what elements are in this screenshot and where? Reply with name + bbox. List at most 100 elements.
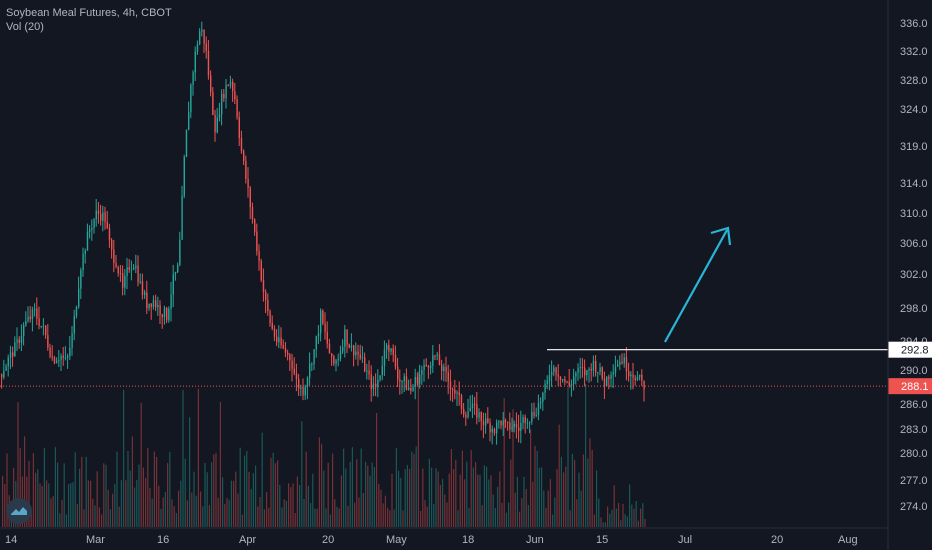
volume-bar — [169, 452, 171, 527]
candle — [430, 365, 432, 368]
candle — [452, 389, 454, 390]
candle — [236, 99, 238, 118]
volume-bar — [558, 424, 560, 527]
candle — [436, 354, 438, 356]
candle — [75, 307, 78, 317]
volume-bar — [316, 508, 318, 527]
candle — [612, 372, 614, 375]
volume-bar — [125, 480, 127, 527]
volume-bar — [107, 489, 109, 527]
volume-bar — [631, 504, 633, 527]
candle — [603, 378, 606, 387]
volume-bar — [587, 458, 589, 527]
candle — [155, 300, 157, 308]
volume-bar — [637, 520, 639, 527]
candle — [630, 374, 632, 377]
candle — [478, 412, 480, 418]
candle — [366, 370, 368, 372]
candle — [353, 345, 355, 356]
candle — [174, 272, 177, 275]
candle — [146, 292, 148, 309]
volume-bar — [235, 471, 237, 527]
volume-bar — [574, 459, 576, 527]
candle — [31, 309, 34, 320]
volume-bar — [477, 474, 479, 527]
volume-bar — [620, 520, 622, 527]
candle — [416, 377, 419, 384]
candle — [190, 84, 192, 113]
volume-bar — [65, 514, 67, 527]
volume-bar — [547, 490, 549, 527]
volume-bar — [24, 436, 26, 527]
volume-bar — [512, 409, 514, 527]
candle — [16, 339, 18, 343]
candle — [421, 369, 423, 375]
volume-bar — [362, 493, 364, 527]
volume-bar — [545, 507, 547, 527]
candle — [399, 379, 401, 382]
volume-bar — [151, 498, 153, 527]
volume-bar — [39, 483, 41, 527]
price-tick-label: 336.0 — [900, 18, 928, 30]
volume-bar — [633, 508, 635, 527]
volume-bar — [499, 471, 501, 527]
volume-bar — [160, 509, 162, 527]
volume-bar — [98, 507, 100, 527]
candle — [119, 273, 122, 275]
volume-bar — [266, 492, 268, 527]
volume-bar — [48, 483, 50, 527]
candle — [196, 44, 199, 52]
volume-bar — [191, 492, 193, 527]
candle — [491, 429, 493, 433]
volume-bar — [611, 509, 613, 527]
volume-bar — [52, 496, 54, 527]
candle — [588, 368, 590, 371]
candle — [20, 335, 23, 343]
volume-bar — [435, 468, 437, 527]
volume-bar — [398, 470, 400, 527]
candle — [502, 420, 504, 426]
volume-bar — [120, 480, 122, 527]
volume-bar — [57, 462, 59, 527]
volume-bar — [79, 468, 81, 527]
candle — [467, 411, 469, 418]
candle — [223, 93, 225, 99]
volume-bar — [431, 467, 433, 527]
candle — [152, 300, 155, 307]
up-arrow-icon — [664, 229, 728, 343]
volume-bar — [567, 387, 569, 527]
candle — [100, 214, 102, 221]
candle — [401, 381, 403, 383]
candle — [133, 267, 135, 270]
candle — [520, 423, 522, 431]
candle — [344, 329, 346, 347]
candle — [84, 250, 86, 254]
volume-bar — [114, 484, 116, 527]
candle — [177, 264, 179, 273]
candle — [309, 363, 311, 378]
candle — [419, 374, 421, 384]
candle — [469, 408, 471, 412]
candle — [513, 423, 515, 427]
volume-bar — [468, 508, 470, 527]
volume-bar — [541, 467, 543, 527]
volume-bar — [486, 466, 488, 527]
volume-bar — [193, 471, 195, 527]
volume-bar — [305, 451, 307, 527]
volume-bar — [598, 498, 600, 527]
volume-bar — [244, 455, 246, 527]
candle — [432, 355, 434, 366]
candle — [267, 299, 269, 312]
candle — [372, 383, 375, 390]
candle — [566, 381, 568, 383]
candle — [183, 156, 185, 197]
volume-bar — [105, 464, 107, 527]
candle — [500, 421, 502, 426]
candle — [128, 267, 130, 270]
price-tick-label: 286.0 — [900, 399, 928, 411]
volume-bar — [257, 506, 259, 527]
tradingview-logo-icon[interactable] — [6, 498, 32, 524]
candle — [595, 360, 597, 373]
volume-bar — [171, 499, 173, 527]
